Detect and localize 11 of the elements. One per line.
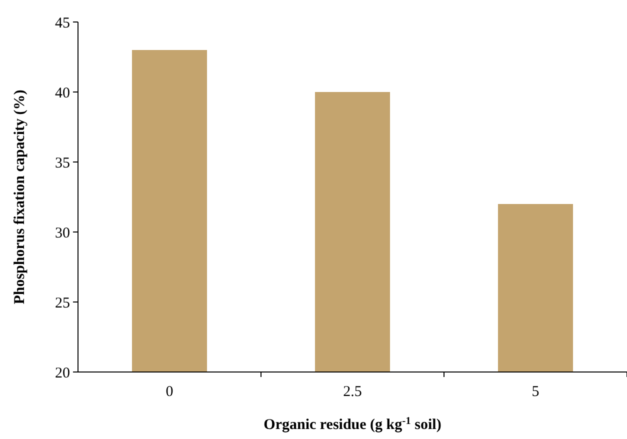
x-axis-title: Organic residue (g kg$^{-1}$ soil) — [264, 416, 442, 433]
y-tick-label: 45 — [55, 15, 70, 32]
x-tick-label: 5 — [532, 384, 540, 400]
x-tick-label: 0 — [166, 384, 174, 400]
y-axis-title: Phosphorus fixation capacity (%) — [12, 90, 28, 304]
y-tick-label: 20 — [55, 365, 70, 382]
y-tick-label: 25 — [55, 295, 70, 312]
y-tick-label: 35 — [55, 155, 70, 172]
y-tick-label: 30 — [55, 225, 70, 242]
y-tick-label: 40 — [55, 85, 70, 102]
x-tick-label: 2.5 — [343, 384, 362, 400]
